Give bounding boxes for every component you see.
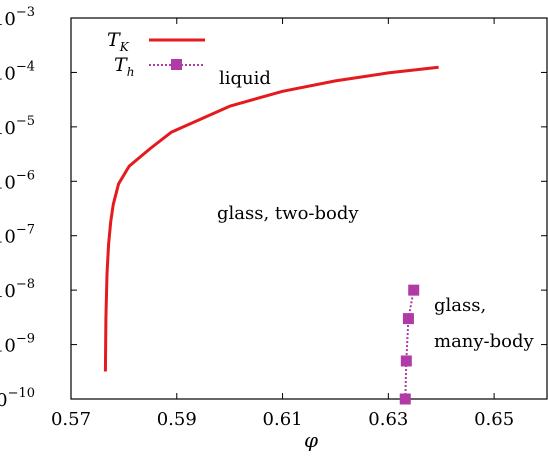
x-tick-label: 0.63 bbox=[368, 409, 408, 430]
legend-marker-th bbox=[171, 59, 182, 70]
y-axis: 10−10 10−9 10−8 10−7 10−6 10−5 10−4 10−3 bbox=[0, 5, 547, 411]
x-tick-label: 0.59 bbox=[157, 409, 197, 430]
plot-frame bbox=[70, 17, 548, 400]
y-tick-label: 10−8 bbox=[0, 277, 35, 302]
series-line-tk bbox=[103, 65, 439, 372]
legend: TK Th bbox=[107, 29, 205, 79]
series-layer bbox=[103, 65, 439, 405]
y-tick-label: 10−3 bbox=[0, 5, 35, 30]
x-tick-label: 0.65 bbox=[474, 409, 514, 430]
series-marker-th bbox=[399, 393, 411, 405]
series-marker-th bbox=[408, 284, 420, 296]
y-tick-label: 10−5 bbox=[0, 114, 35, 139]
y-tick-label: 10−4 bbox=[0, 59, 35, 84]
legend-label-th: Th bbox=[114, 54, 134, 79]
y-tick-label: 10−7 bbox=[0, 223, 35, 248]
series-line-th bbox=[404, 289, 415, 400]
annotation-many-body: many-body bbox=[434, 331, 535, 352]
x-tick-label: 0.57 bbox=[51, 409, 91, 430]
y-tick-label: 10−10 bbox=[0, 386, 35, 411]
series-marker-th bbox=[402, 313, 414, 325]
legend-label-tk: TK bbox=[107, 29, 130, 54]
annotation-glass: glass, bbox=[434, 295, 486, 316]
y-tick-label: 10−9 bbox=[0, 332, 35, 357]
x-tick-label: 0.61 bbox=[263, 409, 303, 430]
annotation-liquid: liquid bbox=[219, 68, 271, 89]
x-axis: 0.57 0.59 0.61 0.63 0.65 bbox=[51, 18, 514, 430]
y-tick-label: 10−6 bbox=[0, 168, 35, 193]
x-axis-label: φ bbox=[304, 428, 318, 452]
annotation-glass-two-body: glass, two-body bbox=[217, 203, 359, 224]
series-marker-th bbox=[400, 355, 412, 367]
